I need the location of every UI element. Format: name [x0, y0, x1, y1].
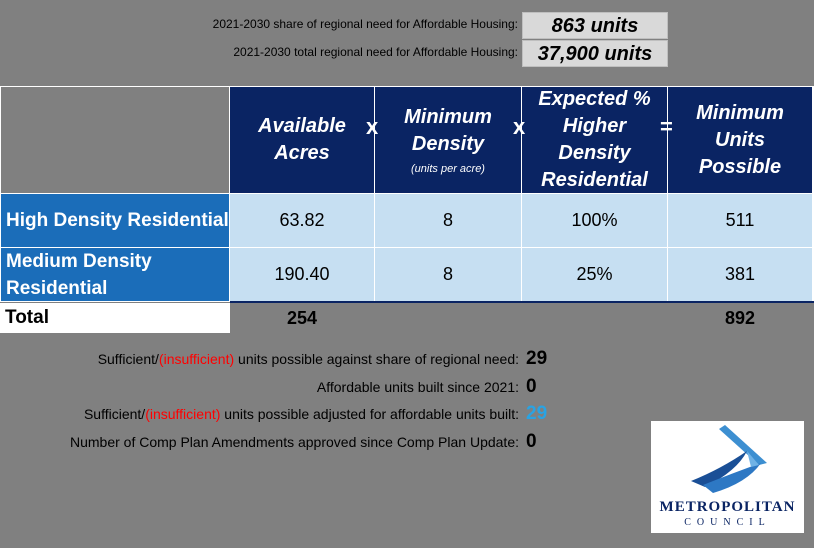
header-minimum-density-text: Minimum Density [404, 106, 492, 155]
summary-adjusted-label: Sufficient/(insufficient) units possible… [84, 406, 519, 422]
multiply-operator-2: x [513, 114, 526, 139]
summary-sufficient-suffix: units possible against share of regional… [234, 351, 519, 367]
total-need-label: 2021-2030 total regional need for Afford… [233, 45, 518, 59]
share-need-label: 2021-2030 share of regional need for Aff… [212, 17, 518, 31]
total-divider [229, 303, 230, 333]
summary-affordable-built-label: Affordable units built since 2021: [316, 379, 519, 395]
summary-adjusted-suffix: units possible adjusted for affordable u… [220, 406, 519, 422]
header-empty-cell [1, 87, 229, 193]
header-expected-pct-text: Expected % Higher Density Residential [538, 88, 651, 191]
cell-high-density: 8 [375, 194, 521, 247]
summary-amendments-value: 0 [526, 431, 537, 452]
summary-sufficient-value: 29 [526, 348, 548, 369]
summary-sufficient-prefix: Sufficient/ [97, 351, 159, 367]
summary-insufficient-red: (insufficient) [158, 351, 235, 367]
logo-line1: METROPOLITAN [659, 499, 796, 515]
summary-adjusted-value: 29 [526, 403, 548, 424]
cell-high-acres: 63.82 [230, 194, 374, 247]
header-minimum-density-sub: (units per acre) [411, 163, 485, 175]
header-available-acres: Available Acres [230, 87, 374, 193]
metropolitan-council-logo: METROPOLITAN COUNCIL [651, 421, 804, 533]
summary-amendments-label: Number of Comp Plan Amendments approved … [69, 434, 519, 450]
cell-medium-density: 8 [375, 248, 521, 301]
cell-medium-acres: 190.40 [230, 248, 374, 301]
summary-sufficient-label: Sufficient/(insufficient) units possible… [98, 351, 519, 367]
header-minimum-density: Minimum Density (units per acre) [375, 87, 521, 193]
total-need-value: 37,900 units [522, 40, 668, 67]
equals-operator: = [660, 114, 673, 139]
total-acres: 254 [286, 308, 318, 328]
total-row-background [0, 303, 230, 333]
summary-affordable-built-value: 0 [526, 376, 537, 397]
total-units: 892 [724, 308, 756, 328]
header-available-acres-text: Available Acres [258, 115, 346, 164]
row-label-medium-density: Medium Density Residential [1, 248, 229, 301]
cell-high-units: 511 [668, 194, 812, 247]
total-label: Total [5, 307, 49, 328]
logo-mark-icon [691, 425, 767, 493]
share-need-value: 863 units [522, 12, 668, 39]
summary-adjusted-red: (insufficient) [145, 406, 221, 422]
header-minimum-units: Minimum Units Possible [668, 87, 812, 193]
table-bottom-border [230, 301, 814, 303]
logo-line2: COUNCIL [684, 517, 771, 528]
header-minimum-units-text: Minimum Units Possible [696, 101, 784, 178]
summary-adjusted-prefix: Sufficient/ [83, 406, 146, 422]
row-label-high-density: High Density Residential [1, 194, 229, 247]
multiply-operator-1: x [366, 114, 379, 139]
cell-medium-pct: 25% [522, 248, 667, 301]
header-expected-pct: Expected % Higher Density Residential [522, 87, 667, 193]
cell-medium-units: 381 [668, 248, 812, 301]
cell-high-pct: 100% [522, 194, 667, 247]
